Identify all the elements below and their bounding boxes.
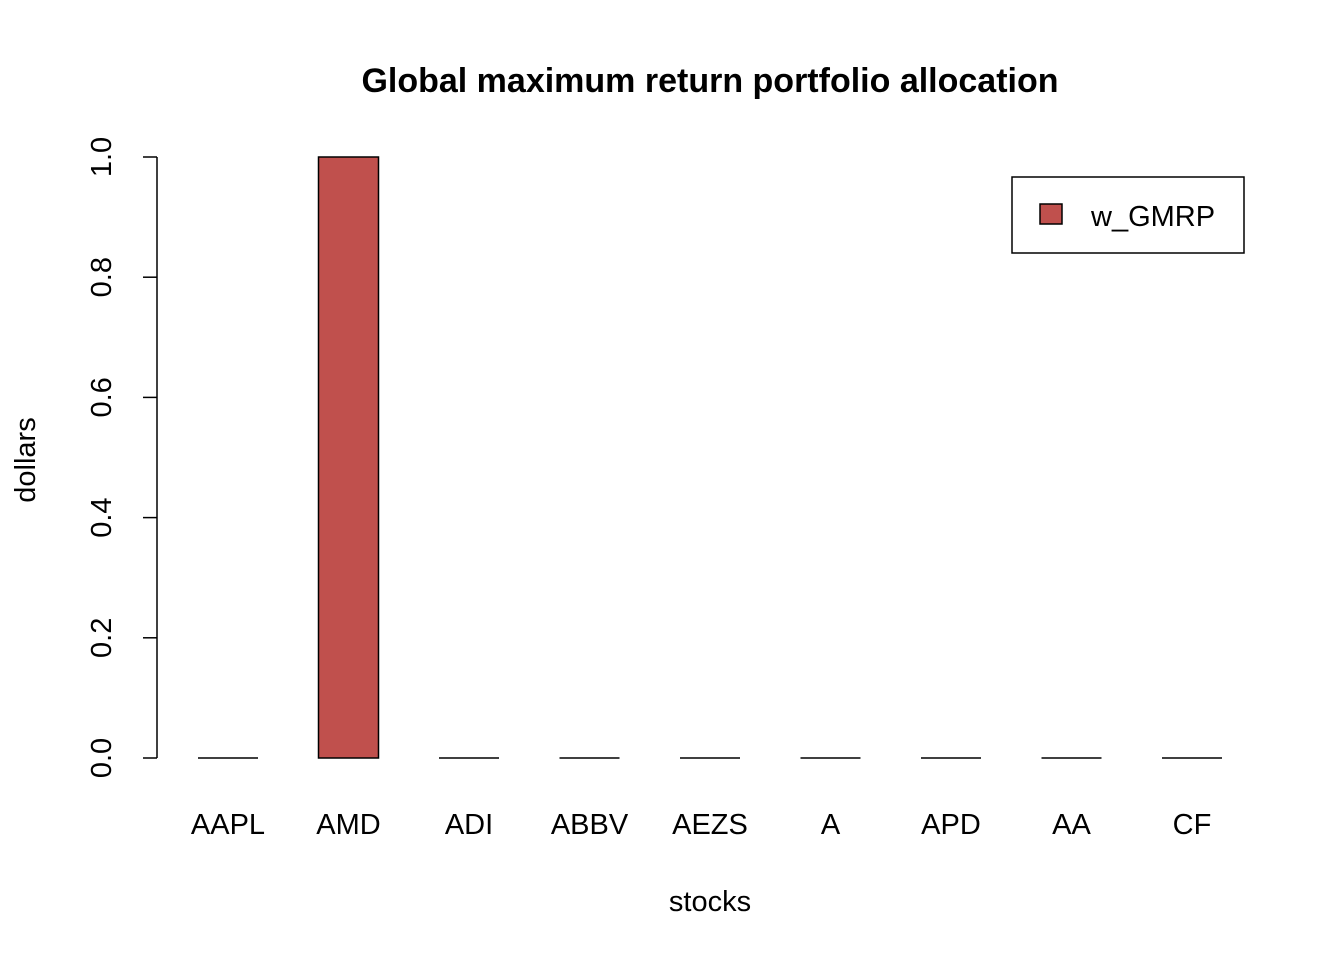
y-tick-label: 0.0 xyxy=(86,738,118,778)
y-tick-label: 0.6 xyxy=(86,377,118,417)
legend: w_GMRP xyxy=(1011,176,1245,254)
x-tick-label: AA xyxy=(1052,809,1091,841)
x-tick-label: CF xyxy=(1173,809,1212,841)
y-tick-label: 1.0 xyxy=(86,137,118,177)
bars xyxy=(198,156,1222,759)
x-tick-label: AEZS xyxy=(672,809,748,841)
bar-amd xyxy=(317,156,380,759)
y-tick-label: 0.2 xyxy=(86,618,118,658)
x-tick-label: APD xyxy=(921,809,981,841)
x-tick-label: AMD xyxy=(316,809,380,841)
y-tick-label: 0.4 xyxy=(86,497,118,537)
x-tick-label: A xyxy=(821,809,841,841)
x-axis: AAPL AMD ADI ABBV AEZS A APD AA CF xyxy=(191,809,1211,841)
y-tick-label: 0.8 xyxy=(86,257,118,297)
x-tick-label: ABBV xyxy=(551,809,629,841)
chart-title: Global maximum return portfolio allocati… xyxy=(361,62,1058,100)
y-axis-label: dollars xyxy=(10,417,42,502)
x-tick-label: ADI xyxy=(445,809,493,841)
legend-swatch xyxy=(1039,203,1063,225)
legend-label: w_GMRP xyxy=(1090,201,1215,233)
y-axis: 0.0 0.2 0.4 0.6 0.8 1.0 xyxy=(86,137,158,778)
x-axis-label: stocks xyxy=(669,886,751,918)
x-tick-label: AAPL xyxy=(191,809,265,841)
